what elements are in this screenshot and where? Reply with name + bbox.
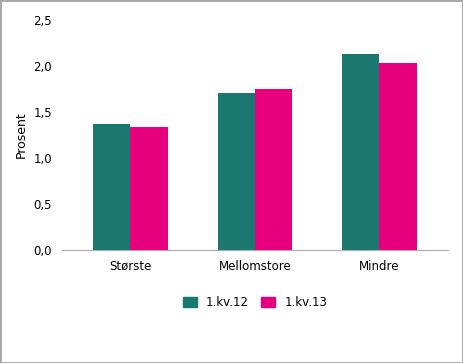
Bar [131,127,168,250]
Bar [255,89,292,250]
Bar [380,63,417,250]
Bar [93,124,131,250]
Bar [218,93,255,250]
Bar [342,54,380,250]
Y-axis label: Prosent: Prosent [15,112,28,159]
Legend: 1.kv.12, 1.kv.13: 1.kv.12, 1.kv.13 [182,296,327,309]
